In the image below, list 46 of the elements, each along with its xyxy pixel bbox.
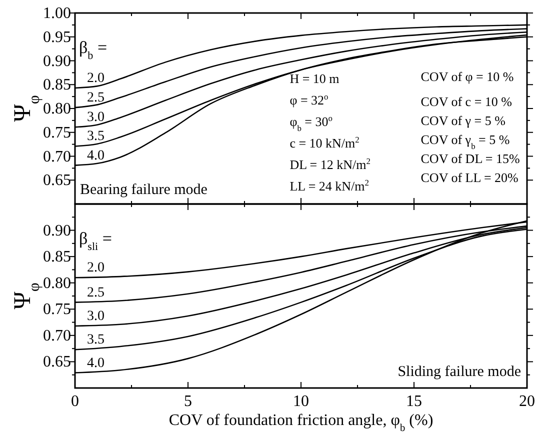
series-label: 3.5 bbox=[87, 332, 104, 348]
series-label: 2.5 bbox=[87, 285, 104, 300]
series-label: 2.0 bbox=[87, 260, 104, 276]
y-tick-label: 0.75 bbox=[43, 124, 71, 142]
annotation: COV of DL = 15% bbox=[420, 151, 520, 166]
x-tick-label: 20 bbox=[519, 393, 535, 410]
y-tick-label: 0.65 bbox=[43, 172, 71, 190]
series-label: 3.5 bbox=[87, 129, 104, 144]
annotation: COV of γ = 5 % bbox=[420, 113, 506, 128]
y-tick-label: 0.85 bbox=[43, 248, 71, 266]
y-tick-label: 0.85 bbox=[43, 76, 71, 94]
annotation: Sliding failure mode bbox=[398, 364, 522, 380]
annotation: Bearing failure mode bbox=[80, 182, 208, 198]
x-tick-label: 15 bbox=[406, 393, 422, 410]
annotation: COV of LL = 20% bbox=[420, 170, 519, 185]
y-tick-label: 0.90 bbox=[43, 52, 71, 70]
series-label: 3.0 bbox=[87, 308, 104, 324]
x-tick-label: 5 bbox=[184, 393, 192, 410]
y-tick-label: 0.70 bbox=[43, 148, 71, 166]
series-label: 4.0 bbox=[87, 356, 104, 371]
legend-title: β$_{sli}$ = bbox=[79, 229, 112, 253]
y-tick-label: 0.70 bbox=[43, 327, 71, 344]
series-label: 2.0 bbox=[87, 70, 104, 86]
annotation: COV of c = 10 % bbox=[420, 94, 512, 109]
y-tick-label: 1.00 bbox=[43, 5, 71, 22]
annotation: DL = 12 kN/m$^{2}$ bbox=[290, 156, 370, 172]
y-tick-label: 0.80 bbox=[43, 100, 71, 118]
x-tick-label: 10 bbox=[293, 393, 309, 410]
annotation: COV of γ$_{b}$ = 5 % bbox=[420, 132, 510, 151]
annotation: H = 10 m bbox=[290, 71, 340, 86]
annotation: COV of φ = 10 % bbox=[420, 69, 514, 84]
y-tick-label: 0.90 bbox=[43, 222, 71, 240]
legend-title: β$_{b}$ = bbox=[79, 38, 108, 62]
y-tick-label: 0.95 bbox=[43, 28, 71, 46]
annotation: φ$_{b}$ = 30$^{o}$ bbox=[290, 113, 332, 133]
x-axis-title: COV of foundation friction angle, φ$_{b}$ (%) bbox=[168, 412, 434, 434]
annotation: c = 10 kN/m$^{2}$ bbox=[290, 134, 360, 150]
series-label: 3.0 bbox=[87, 110, 104, 126]
y-tick-label: 0.75 bbox=[43, 301, 71, 318]
y-tick-label: 0.80 bbox=[43, 274, 71, 292]
annotation: φ = 32$^{o}$ bbox=[290, 92, 328, 108]
x-tick-label: 0 bbox=[71, 393, 79, 410]
series-label: 4.0 bbox=[87, 148, 104, 164]
series-label: 2.5 bbox=[87, 90, 104, 106]
annotation: LL = 24 kN/m$^{2}$ bbox=[290, 178, 370, 194]
y-tick-label: 0.65 bbox=[43, 354, 71, 371]
